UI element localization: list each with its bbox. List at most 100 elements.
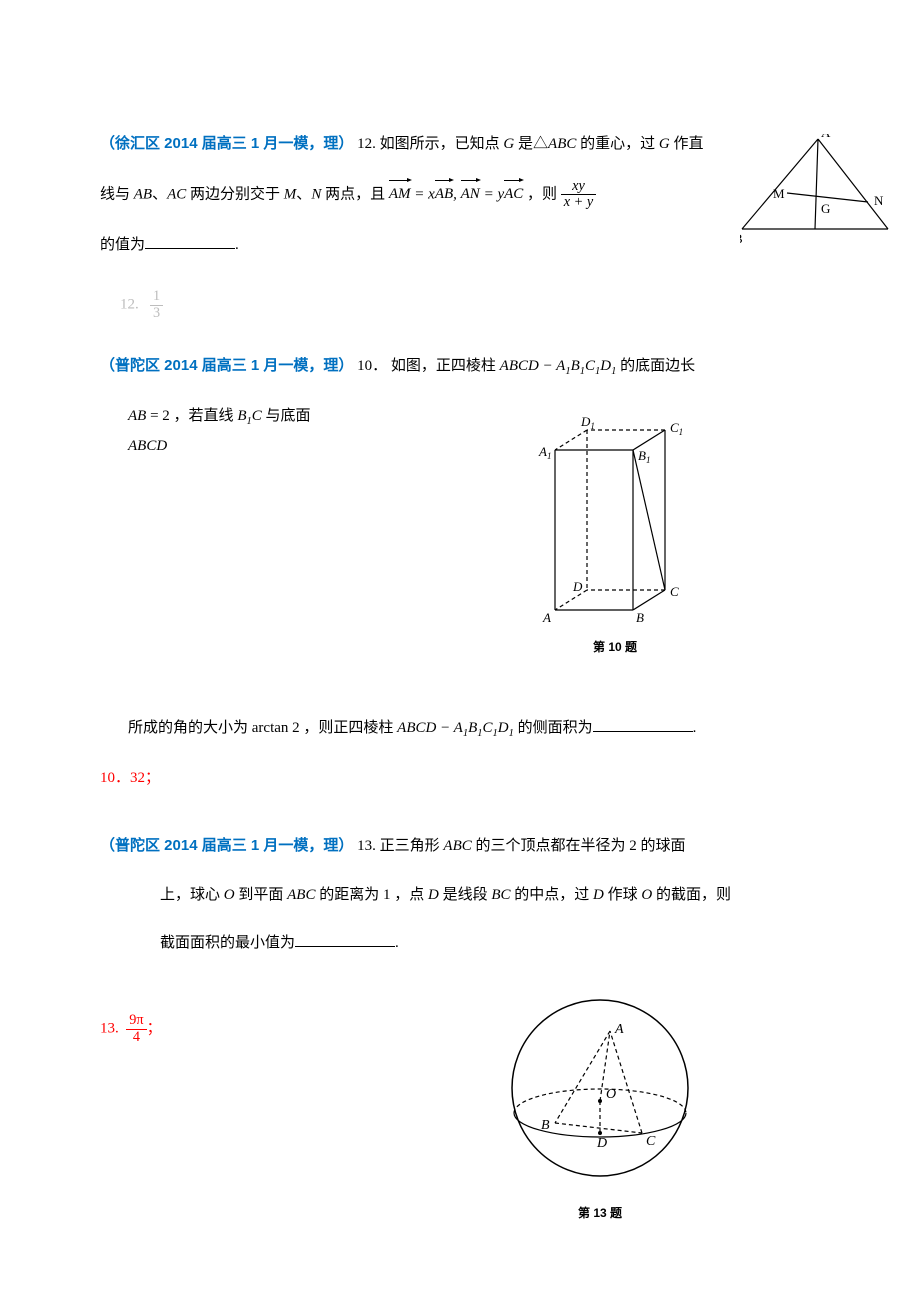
q1-eq1: = [411,186,429,202]
q3-O2: O [641,887,652,903]
q1-t8: 、 [296,186,311,202]
q1-vec-AN: AN [461,180,480,209]
q1-vec-AC: AC [504,180,523,209]
q3-para2: 上，球心 O 到平面 ABC 的距离为 1 ，点 D 是线段 BC 的中点，过 … [100,881,820,910]
q1-para3: 的值为. [100,231,820,260]
q2-para3: 所成的角的大小为 arctan 2 ，则正四棱柱 ABCD − A1B1C1D1… [100,714,820,744]
q1-header: （徐汇区 2014 届高三 1 月一模，理） [100,135,353,152]
q3-t7: ，点 [390,887,428,903]
q3-period: . [395,935,399,951]
q3-ans-frac-num: 9π [126,1013,146,1030]
q1-para2: 线与 AB、AC 两边分别交于 M、N 两点，且 AM = xAB, AN = … [100,179,820,211]
q3-t1: 正三角形 [380,838,444,854]
q1-M: M [284,186,297,202]
q2-prism-figure: A1B1C1D1ABCD 第 10 题 [535,412,695,659]
q3-t9: 的中点，过 [511,887,594,903]
q2-ABCD: ABCD [128,438,167,454]
q1-ans-frac-den: 3 [150,306,163,322]
svg-text:B: B [541,1118,550,1133]
svg-text:D: D [596,1136,607,1151]
q1-eq2: = [480,186,498,202]
q2-eq: = 2 [146,408,169,424]
q3-ans-frac: 9π 4 [126,1013,146,1045]
q1-t9: 两点，且 [321,186,389,202]
q1-frac-den: x + y [561,195,596,211]
q2-t1: 如图，正四棱柱 [391,358,500,374]
q1-x: x [428,186,435,202]
svg-text:D: D [572,579,583,594]
q2-solid: ABCD − A1B1C1D1 [500,358,617,374]
q3-two: 2 [629,838,637,854]
q1-frac: xy x + y [561,179,596,211]
svg-text:A: A [542,610,551,622]
q3-t10: 作球 [604,887,642,903]
q2-blank [593,717,693,732]
q1-vec-AB: AB [435,180,453,209]
q1-t7: 两边分别交于 [186,186,284,202]
q2-t2: 的底面边长 [616,358,695,374]
q2-AB: AB [128,408,146,424]
q2-t7: 的侧面积为 [514,720,593,736]
q1-ans-frac-num: 1 [150,289,163,306]
q3-header: （普陀区 2014 届高三 1 月一模，理） [100,837,353,854]
q3-t4: 上，球心 [160,887,224,903]
q3-ABC2: ABC [287,887,315,903]
q3-D2: D [593,887,604,903]
q2-header: （普陀区 2014 届高三 1 月一模，理） [100,357,353,374]
q1-t2: 是 [514,136,533,152]
q1-num: 12. [357,136,376,152]
q2-para1: （普陀区 2014 届高三 1 月一模，理） 10． 如图，正四棱柱 ABCD … [100,352,820,382]
q1-ABC: ABC [548,136,576,152]
svg-text:A1: A1 [538,444,551,461]
svg-text:C: C [670,584,679,599]
svg-text:M: M [773,186,785,201]
svg-text:G: G [821,201,830,216]
q1-t5: 线与 [100,186,134,202]
q2-t4: 与底面 [262,408,311,424]
q3-O: O [224,887,235,903]
q2-para2: AB = 2 ，若直线 B1C 与底面 ABCD [100,402,330,460]
q1-blank [145,234,235,249]
q1-ans-num: 12. [120,297,139,313]
svg-text:B: B [636,610,644,622]
q3-caption: 第 13 题 [500,1202,700,1225]
q1-t10: ，则 [527,186,561,202]
q1-vec-AM: AM [389,180,411,209]
q3-sphere-figure: ABCDO 第 13 题 [500,993,700,1225]
q1-AB: AB [134,186,152,202]
q1-t1: 如图所示，已知点 [380,136,504,152]
q3-ans-num: 13. [100,1020,119,1036]
q3-blank [295,932,395,947]
q1-AC: AC [167,186,186,202]
q2-num: 10． [357,358,387,374]
q2-answer: 10．32； [100,764,820,793]
q2-solid2: ABCD − A1B1C1D1 [397,720,514,736]
q1-N: N [311,186,321,202]
q2-B1C: B1C [237,408,261,424]
svg-text:A: A [614,1022,624,1037]
q3-t12: 截面面积的最小值为 [160,935,295,951]
q1-t6: 、 [152,186,167,202]
q2-t3: ，若直线 [170,408,238,424]
q1-para1: （徐汇区 2014 届高三 1 月一模，理） 12. 如图所示，已知点 G 是△… [100,130,820,159]
q2-t6: ，则正四棱柱 [300,720,398,736]
q1-tri-sym: △ [533,136,548,152]
q1-frac-num: xy [561,179,596,196]
q3-para3: 截面面积的最小值为. [100,929,820,958]
q1-answer: 12. 1 3 [120,289,820,321]
q2-arctan: arctan 2 [252,720,300,736]
q3-BC: BC [491,887,510,903]
q3-t11: 的截面，则 [652,887,731,903]
svg-text:C: C [646,1134,656,1149]
q2-t5: 所成的角的大小为 [128,720,252,736]
q3-row: 13. 9π 4 ； ABCDO 第 13 题 [100,983,820,1235]
q1-period: . [235,237,239,253]
q3-answer: 13. 9π 4 ； [100,983,300,1045]
q3-para1: （普陀区 2014 届高三 1 月一模，理） 13. 正三角形 ABC 的三个顶… [100,832,820,861]
q3-ans-frac-den: 4 [126,1030,146,1046]
q1-ans-frac: 1 3 [150,289,163,321]
q3-num: 13. [357,838,376,854]
svg-text:B1: B1 [638,448,650,465]
q3-t8: 是线段 [439,887,492,903]
q1-comma: , [453,186,461,202]
